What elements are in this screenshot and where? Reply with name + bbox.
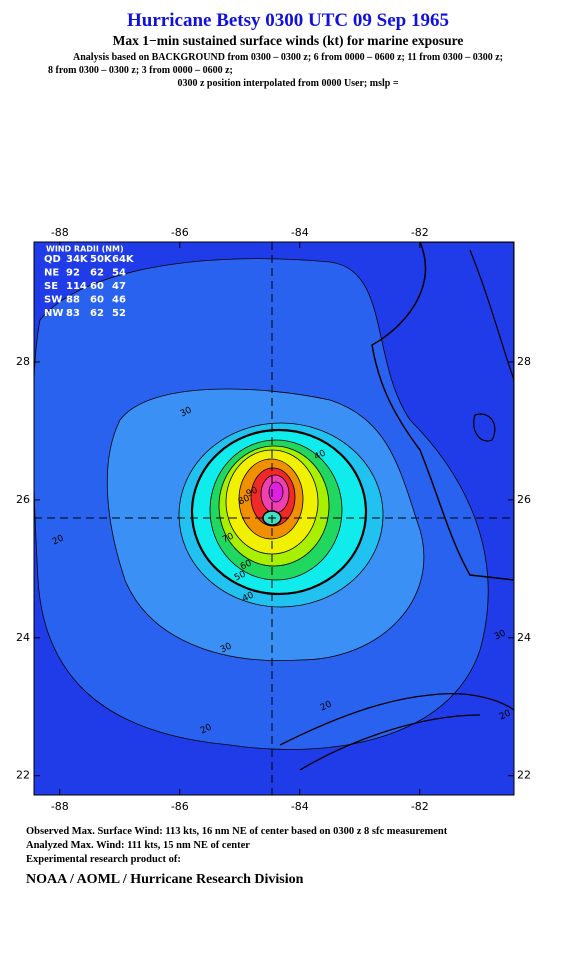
lon-label: -86 — [171, 226, 189, 239]
lon-label: -82 — [411, 226, 429, 239]
analysis: Analysis based on BACKGROUND from 0300 –… — [73, 52, 503, 63]
contour-label: 50 — [233, 569, 248, 583]
lat-label: 22 — [16, 769, 30, 782]
contour-label: 40 — [241, 590, 256, 604]
contour-label: 60 — [239, 558, 254, 572]
lat-label: 26 — [517, 493, 531, 506]
radii-cell: 34K — [66, 254, 89, 265]
contour-label: 30 — [493, 628, 508, 642]
lat-label: 22 — [517, 769, 531, 782]
radii-cell: SE — [44, 281, 58, 292]
radii-cell: SW — [44, 295, 62, 306]
radii-cell: 92 — [66, 268, 80, 279]
lat-label: 28 — [16, 355, 30, 368]
lat-label: 26 — [16, 493, 30, 506]
contour-label: 90 — [245, 485, 260, 499]
lon-label: -86 — [171, 800, 189, 813]
lon-label: -82 — [411, 800, 429, 813]
radii-cell: 50K — [90, 254, 113, 265]
footer-line: Analyzed Max. Wind: 111 kts, 15 nm NE of… — [26, 840, 250, 851]
analysis: 0300 z position interpolated from 0000 U… — [177, 78, 399, 89]
contour-label: 20 — [51, 533, 66, 547]
lon-label: -84 — [291, 226, 309, 239]
contour-label: 30 — [179, 405, 194, 419]
radii-cell: 46 — [112, 295, 126, 306]
radii-cell: 114 — [66, 281, 87, 292]
lon-label: -84 — [291, 800, 309, 813]
radii-cell: 64K — [112, 254, 135, 265]
title: Hurricane Betsy 0300 UTC 09 Sep 1965 — [127, 10, 449, 31]
lat-label: 24 — [16, 631, 30, 644]
map: -88 -88 -86 -86 -84 -84 -82 -82 22 22 24 24 26 26 28 28… — [16, 226, 531, 813]
radii-cell: NW — [44, 308, 63, 319]
radii-title: WIND RADII (NM) — [46, 245, 124, 254]
subtitle: Max 1−min sustained surface winds (kt) f… — [112, 33, 464, 48]
radii-cell: 62 — [90, 268, 104, 279]
contour-label: 20 — [199, 722, 214, 736]
contour-label: 20 — [498, 708, 513, 722]
radii-cell: 54 — [112, 268, 126, 279]
radii-cell: 60 — [90, 281, 104, 292]
contour-label: 80 — [237, 493, 252, 507]
lon-label: -88 — [51, 226, 69, 239]
radii-cell: NE — [44, 268, 59, 279]
wind-field — [34, 242, 514, 795]
radii-cell: 47 — [112, 281, 126, 292]
analysis: 8 from 0300 – 0300 z; 3 from 0000 – 0600… — [48, 65, 233, 76]
frame — [33, 241, 515, 796]
radii-cell: 83 — [66, 308, 80, 319]
lat-label: 24 — [517, 631, 531, 644]
contour-label: 30 — [219, 641, 234, 655]
footer-line: Experimental research product of: — [26, 854, 181, 865]
footer-line: Observed Max. Surface Wind: 113 kts, 16 … — [26, 826, 448, 837]
radii-cell: 88 — [66, 295, 80, 306]
contour-label: 70 — [221, 531, 236, 545]
contour-label: 40 — [313, 448, 328, 462]
org: NOAA / AOML / Hurricane Research Divisio… — [26, 872, 304, 887]
radii-cell: QD — [44, 254, 61, 265]
radii-cell: 52 — [112, 308, 126, 319]
lat-label: 28 — [517, 355, 531, 368]
radii-cell: 60 — [90, 295, 104, 306]
contour-label: 20 — [319, 699, 334, 713]
lon-label: -88 — [51, 800, 69, 813]
radii-cell: 62 — [90, 308, 104, 319]
